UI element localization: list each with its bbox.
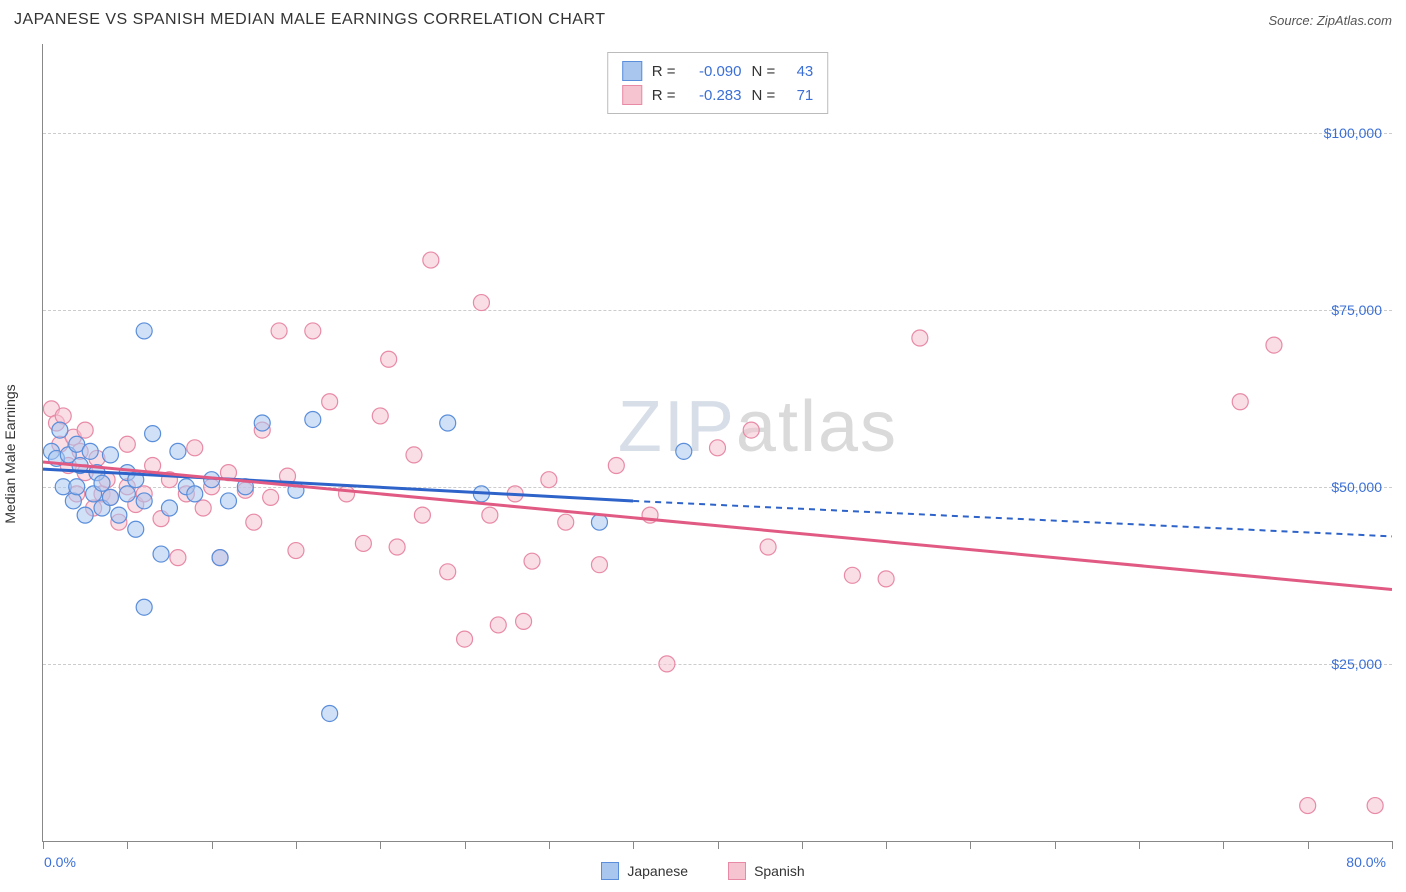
- chart-header: JAPANESE VS SPANISH MEDIAN MALE EARNINGS…: [0, 0, 1406, 40]
- x-axis-min-label: 0.0%: [44, 854, 76, 870]
- chart-title: JAPANESE VS SPANISH MEDIAN MALE EARNINGS…: [14, 11, 605, 29]
- spanish-legend-swatch-icon: [728, 862, 746, 880]
- legend-item-japanese: Japanese: [601, 862, 688, 880]
- japanese-legend-swatch-icon: [601, 862, 619, 880]
- legend-label: Japanese: [627, 863, 688, 879]
- plot-area: ZIPatlas R = -0.090 N = 43 R = -0.283 N …: [42, 44, 1392, 842]
- stat-row-japanese: R = -0.090 N = 43: [622, 59, 814, 83]
- correlation-stat-box: R = -0.090 N = 43 R = -0.283 N = 71: [607, 52, 829, 114]
- scatter-plot-svg: [43, 44, 1392, 841]
- spanish-swatch-icon: [622, 85, 642, 105]
- bottom-legend: Japanese Spanish: [0, 862, 1406, 880]
- source-attribution: Source: ZipAtlas.com: [1268, 13, 1392, 28]
- stat-row-spanish: R = -0.283 N = 71: [622, 83, 814, 107]
- legend-label: Spanish: [754, 863, 805, 879]
- japanese-swatch-icon: [622, 61, 642, 81]
- legend-item-spanish: Spanish: [728, 862, 805, 880]
- x-axis-max-label: 80.0%: [1346, 854, 1386, 870]
- y-axis-label: Median Male Earnings: [2, 384, 18, 523]
